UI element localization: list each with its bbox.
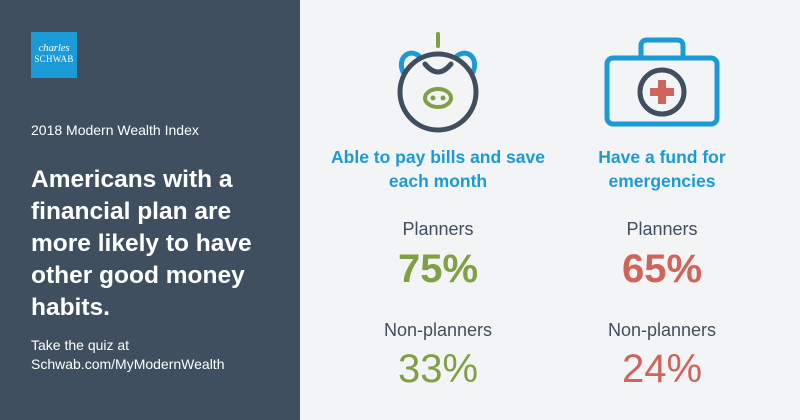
nonplanners-label: Non-planners	[383, 320, 493, 340]
pay-bills-title: Able to pay bills and save each month	[331, 147, 545, 191]
logo-line-1: charles	[38, 42, 70, 54]
nonplanners-label: Non-planners	[607, 320, 717, 340]
emergency-fund-column: Have a fund for emergencies Planners 65%…	[552, 0, 772, 420]
nonplanners-percent: 33%	[397, 347, 479, 391]
planners-label: Planners	[626, 219, 698, 239]
planners-percent: 65%	[621, 247, 703, 291]
quiz-link[interactable]: Schwab.com/MyModernWealth	[31, 356, 225, 372]
pay-bills-column: Able to pay bills and save each month Pl…	[328, 0, 548, 420]
emergency-fund-title: Have a fund for emergencies	[598, 147, 726, 191]
charles-schwab-logo[interactable]: charles SCHWAB	[31, 32, 77, 78]
planners-label: Planners	[402, 219, 474, 239]
logo-line-2: SCHWAB	[34, 54, 74, 64]
quiz-prompt: Take the quiz at	[31, 337, 130, 353]
nonplanners-percent: 24%	[621, 347, 703, 391]
index-label: 2018 Modern Wealth Index	[31, 122, 199, 138]
headline: Americans with a financial plan are more…	[31, 166, 252, 321]
planners-percent: 75%	[397, 247, 479, 291]
piggy-bank-icon	[328, 28, 548, 138]
left-panel: charles SCHWAB 2018 Modern Wealth Index …	[0, 0, 300, 420]
first-aid-kit-icon	[552, 28, 772, 138]
